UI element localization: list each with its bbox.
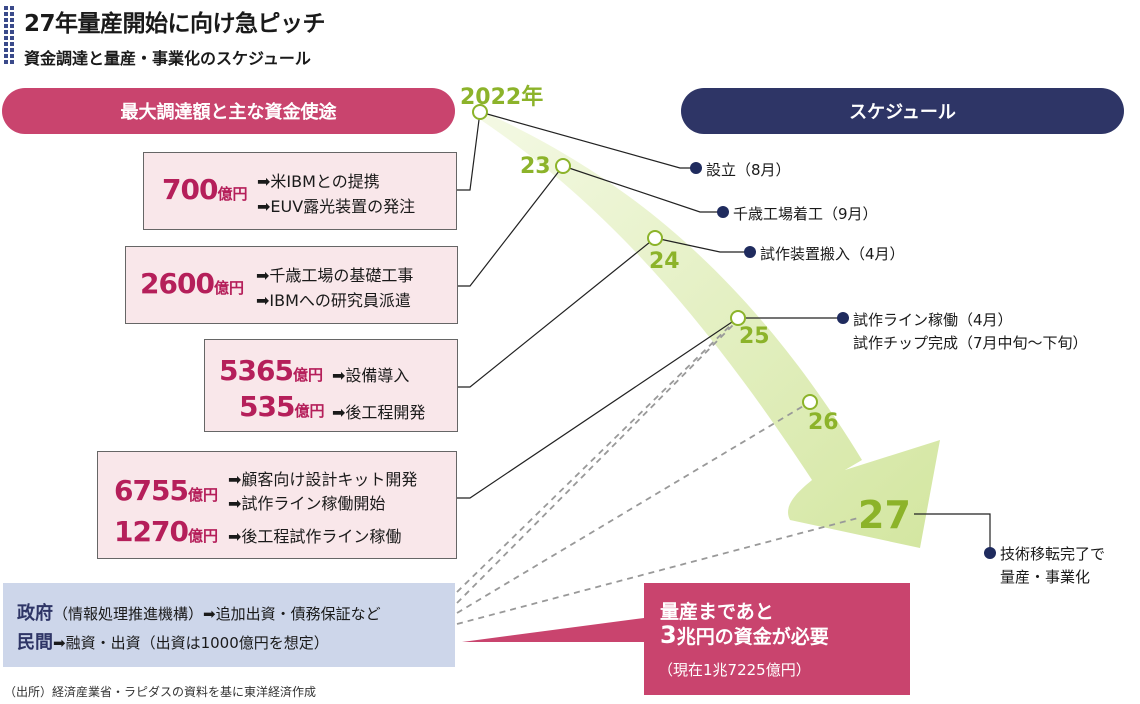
schedule-item: 技術移転完了で: [1000, 545, 1106, 563]
schedule-item: 設立（8月）: [706, 161, 791, 179]
schedule-bullet: [717, 206, 729, 218]
schedule-bullet: [690, 162, 702, 174]
funding-header: 最大調達額と主な資金使途: [2, 88, 455, 134]
year-label-25: 25: [739, 324, 770, 349]
year-marker-2022: [472, 104, 488, 120]
year-label-27: 27: [858, 493, 911, 537]
year-marker-24: [647, 230, 663, 246]
funding-use: ➡顧客向け設計キット開発: [228, 470, 418, 489]
year-label-26: 26: [808, 410, 839, 435]
funding-use: ➡後工程開発: [332, 403, 426, 422]
private-detail: ➡融資・出資（出資は1000億円を想定）: [53, 634, 329, 652]
year-label-23: 23: [520, 154, 551, 179]
funding-amount: 700億円: [162, 173, 248, 206]
timeline-arrow: [478, 112, 940, 548]
year-marker-23: [555, 158, 571, 174]
funding-use: ➡千歳工場の基礎工事: [256, 266, 414, 285]
schedule-item: 試作チップ完成（7月中旬〜下旬）: [853, 334, 1088, 352]
year-marker-25: [730, 310, 746, 326]
private-line: 民間➡融資・出資（出資は1000億円を想定）: [17, 628, 329, 654]
schedule-item: 試作ライン稼働（4月）: [853, 311, 1013, 329]
year-marker-26: [802, 394, 818, 410]
funding-amount: 535億円: [239, 390, 325, 423]
funding-use: ➡EUV露光装置の発注: [257, 197, 416, 216]
schedule-item: 試作装置搬入（4月）: [760, 245, 905, 263]
funding-use: ➡IBMへの研究員派遣: [256, 291, 411, 310]
government-line: 政府（情報処理推進機構）➡追加出資・債務保証など: [17, 599, 381, 625]
funding-use: ➡米IBMとの提携: [257, 172, 380, 191]
funding-box-1: 700億円 ➡米IBMとの提携 ➡EUV露光装置の発注: [143, 152, 457, 230]
funding-use: ➡後工程試作ライン稼働: [228, 527, 402, 546]
page-subtitle: 資金調達と量産・事業化のスケジュール: [24, 49, 311, 68]
page-title: 27年量産開始に向け急ピッチ: [24, 11, 326, 37]
year-label-24: 24: [649, 249, 680, 274]
funding-amount: 1270億円: [114, 515, 218, 548]
funding-needed-callout: 量産まであと 3兆円の資金が必要 （現在1兆7225億円）: [644, 583, 910, 695]
year-label-2022: 2022年: [460, 85, 544, 110]
schedule-bullet: [837, 312, 849, 324]
source-note: （出所）経済産業省・ラピダスの資料を基に東洋経済作成: [4, 685, 317, 699]
schedule-bullet: [744, 246, 756, 258]
funding-amount: 6755億円: [114, 474, 218, 507]
callout-line3: （現在1兆7225億円）: [658, 661, 811, 679]
government-label: 政府: [17, 603, 53, 624]
schedule-bullet: [984, 547, 996, 559]
callout-line2: 3兆円の資金が必要: [660, 621, 829, 649]
private-label: 民間: [17, 632, 53, 653]
financing-sources-box: 政府（情報処理推進機構）➡追加出資・債務保証など 民間➡融資・出資（出資は100…: [3, 583, 455, 667]
funding-use: ➡設備導入: [332, 366, 410, 385]
schedule-item: 量産・事業化: [1000, 568, 1091, 586]
title-grid-icon: [4, 6, 14, 64]
funding-use: ➡試作ライン稼働開始: [228, 494, 386, 513]
callout-line1: 量産まであと: [660, 601, 774, 623]
funding-box-4: 6755億円 ➡顧客向け設計キット開発 ➡試作ライン稼働開始 1270億円 ➡後…: [97, 451, 457, 559]
funding-amount: 5365億円: [219, 354, 323, 387]
schedule-header: スケジュール: [681, 88, 1124, 134]
funding-amount: 2600億円: [140, 267, 244, 300]
funding-box-3: 5365億円 ➡設備導入 535億円 ➡後工程開発: [204, 339, 458, 432]
schedule-item: 千歳工場着工（9月）: [733, 205, 878, 223]
government-detail: （情報処理推進機構）➡追加出資・債務保証など: [53, 605, 381, 623]
funding-box-2: 2600億円 ➡千歳工場の基礎工事 ➡IBMへの研究員派遣: [125, 246, 458, 324]
